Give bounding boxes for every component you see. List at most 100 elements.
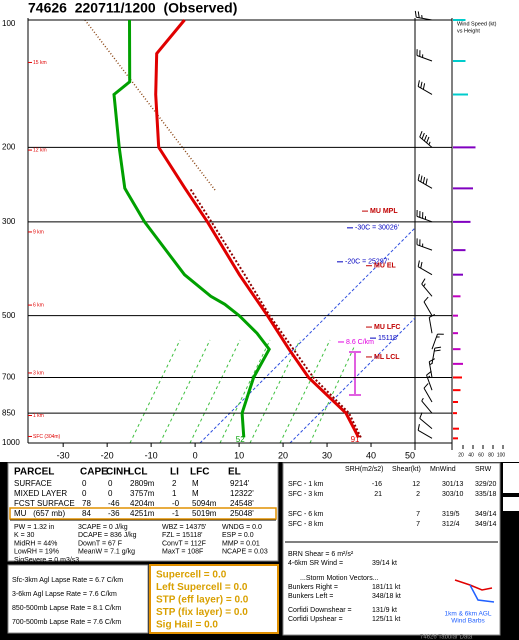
lapse-rate: Sfc-3km Agl Lapse Rate = 6.7 C/km [12, 577, 123, 584]
wind-barb [417, 174, 420, 181]
speed-tick-label: 20 [458, 452, 464, 458]
kinematic-note: BRN Shear = 6 m²/s² [288, 551, 354, 558]
kinematic-note: 4-6km SR Wind = [288, 560, 343, 567]
side-panel [503, 497, 519, 511]
table-cell: M [192, 489, 199, 498]
speed-tick-label: 60 [478, 452, 484, 458]
annotation-label: ML LCL [374, 354, 400, 361]
table-cell: MIXED LAYER [14, 489, 67, 498]
composite-index: STP (fix layer) = 0.0 [156, 607, 248, 618]
x-tick-label: -10 [145, 450, 158, 460]
height-label: SFC (304m) [33, 434, 61, 440]
table-cell: 303/10 [442, 491, 464, 498]
height-label: 15 km [33, 60, 47, 66]
annotation-label: -20C = 25297' [345, 259, 389, 266]
table-cell: 0 [82, 489, 87, 498]
footer: 74626 Tabular Data [420, 635, 473, 640]
index-cell: ConvT = 112F [162, 540, 206, 547]
wind-barb [422, 177, 426, 184]
lapse-rate: 700-500mb Lapse Rate = 7.6 C/km [12, 619, 121, 626]
skewt-background [0, 0, 519, 462]
wind-barb [423, 296, 429, 303]
table-cell: -46 [108, 499, 120, 508]
x-tick-label: -30 [57, 450, 70, 460]
table-cell: 4251m [130, 509, 155, 518]
kinematic-note: ...Storm Motion Vectors... [300, 575, 379, 582]
chart-title: 74626 220711/1200 (Observed) [28, 0, 237, 16]
table-header: PARCEL [14, 467, 54, 478]
table-cell: 1 [172, 489, 177, 498]
x-tick-label: 40 [366, 450, 376, 460]
wind-barb [423, 383, 429, 389]
table-header: SRH(m2/s2) [345, 466, 384, 473]
index-cell: DCAPE = 836 J/kg [78, 532, 137, 539]
table-header: CAPE [80, 467, 108, 478]
table-cell: 7 [416, 521, 420, 528]
x-tick-label: 20 [278, 450, 288, 460]
x-tick-label: -20 [101, 450, 114, 460]
table-cell: SFC - 1 km [288, 481, 324, 488]
x-tick-label: 10 [234, 450, 244, 460]
height-label: 12 km [33, 147, 47, 153]
table-cell: 4204m [130, 499, 155, 508]
table-header: EL [228, 467, 241, 478]
wind-barb [420, 261, 423, 269]
hodograph [454, 579, 493, 591]
y-tick-label: 300 [2, 217, 16, 226]
y-tick-label: 1000 [2, 438, 20, 447]
profiles [112, 19, 362, 439]
table-cell: 24548' [230, 499, 254, 508]
kinematic-note: Corfidi Downshear = [288, 607, 352, 614]
wind-barb [434, 349, 441, 352]
table-cell: 84 [82, 509, 91, 518]
table-cell: SFC - 6 km [288, 511, 324, 518]
composite-index: STP (eff layer) = 0.0 [156, 595, 249, 606]
wind-barb [419, 412, 423, 419]
index-cell: LowRH = 19% [14, 549, 59, 556]
parcel-panel [7, 462, 279, 562]
annotation-label: MU LFC [374, 324, 400, 331]
kinematic-note: 348/18 kt [372, 593, 401, 600]
hodograph-label: 1km & 6km AGL [445, 611, 492, 618]
table-cell: SFC - 3 km [288, 491, 324, 498]
table-cell: 21 [374, 491, 382, 498]
table-header: LI [170, 467, 179, 478]
speed-tick-label: 100 [497, 452, 506, 458]
annotation-label: MU MPL [370, 208, 398, 215]
height-label: 9 km [33, 229, 44, 235]
table-cell: 0 [82, 479, 87, 488]
index-cell: MMP = 0.01 [222, 540, 260, 547]
mixing-ratio [189, 339, 241, 443]
table-cell: SURFACE [14, 479, 52, 488]
annotation-label: MU EL [374, 263, 397, 270]
height-label: 3 km [33, 370, 44, 376]
annotation-label: 15118' [378, 335, 398, 342]
annotation-label: 8.6 C/km [346, 339, 374, 346]
wind-barb [434, 346, 442, 349]
wind-barb-staff [423, 301, 433, 316]
isotherm [199, 227, 415, 443]
table-cell: 5094m [192, 499, 217, 508]
lapse-panel [7, 564, 149, 634]
wind-barb-staff [421, 400, 433, 414]
wind-barb [419, 130, 423, 138]
kinematic-note: Bunkers Right = [288, 584, 338, 591]
table-cell: 0 [108, 479, 113, 488]
table-header: Shear(kt) [392, 466, 421, 473]
height-label: 6 km [33, 302, 44, 308]
lapse-rate: 3-6km Agl Lapse Rate = 7.6 C/km [12, 591, 117, 598]
table-header: SRW [475, 466, 492, 473]
table-cell: 12322' [230, 489, 254, 498]
wind-barb [421, 397, 424, 402]
wind-barb [420, 81, 423, 89]
wind-barb-staff [417, 429, 433, 439]
x-tick-label: 0 [193, 450, 198, 460]
mixing-ratio [129, 339, 181, 443]
side-panel [503, 463, 519, 493]
index-cell: FZL = 15118' [162, 532, 202, 539]
table-cell: MU (657 mb) [14, 509, 65, 518]
wind-barb [421, 278, 426, 285]
wind-barb-staff [419, 418, 433, 430]
highlight-box [9, 507, 277, 520]
isotherm [289, 317, 415, 443]
